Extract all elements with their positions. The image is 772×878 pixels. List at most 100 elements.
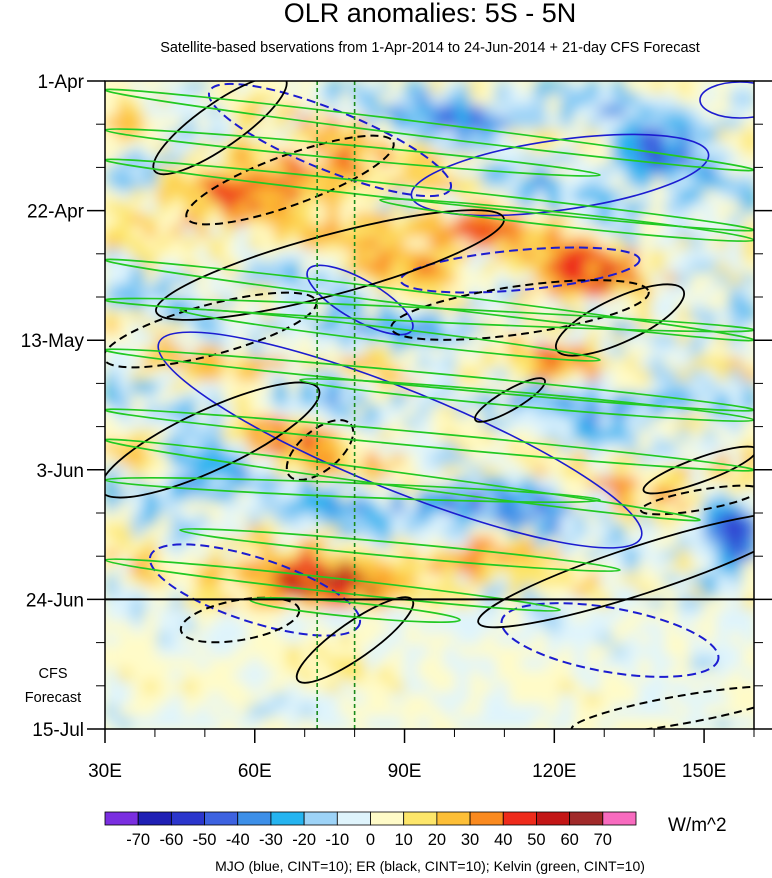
heatmap-cell bbox=[625, 573, 639, 586]
heatmap-cell bbox=[625, 429, 639, 442]
heatmap-cell bbox=[222, 705, 236, 718]
heatmap-cell bbox=[248, 81, 262, 94]
heatmap-cell bbox=[599, 141, 613, 154]
heatmap-cell bbox=[651, 621, 665, 634]
heatmap-cell bbox=[118, 393, 132, 406]
heatmap-cell bbox=[378, 537, 392, 550]
heatmap-cell bbox=[430, 669, 444, 682]
heatmap-cell bbox=[404, 669, 418, 682]
heatmap-cell bbox=[196, 705, 210, 718]
heatmap-cell bbox=[105, 381, 119, 394]
heatmap-cell bbox=[625, 585, 639, 598]
heatmap-cell bbox=[482, 477, 496, 490]
heatmap-cell bbox=[157, 153, 171, 166]
heatmap-cell bbox=[664, 345, 678, 358]
heatmap-cell bbox=[456, 345, 470, 358]
heatmap-cell bbox=[638, 645, 652, 658]
heatmap-cell bbox=[638, 477, 652, 490]
heatmap-cell bbox=[443, 669, 457, 682]
heatmap-cell bbox=[742, 249, 754, 262]
colorbar-units: W/m^2 bbox=[668, 815, 727, 836]
heatmap-cell bbox=[560, 81, 574, 94]
heatmap-cell bbox=[664, 669, 678, 682]
heatmap-cell bbox=[729, 453, 743, 466]
heatmap-cell bbox=[716, 189, 730, 202]
heatmap-cell bbox=[560, 273, 574, 286]
heatmap-cell bbox=[300, 717, 314, 729]
heatmap-cell bbox=[326, 717, 340, 729]
heatmap-cell bbox=[222, 201, 236, 214]
heatmap-cell bbox=[612, 177, 626, 190]
heatmap-cell bbox=[365, 549, 379, 562]
heatmap-cell bbox=[157, 645, 171, 658]
heatmap-cell bbox=[742, 81, 754, 94]
heatmap-cell bbox=[534, 645, 548, 658]
heatmap-cell bbox=[300, 405, 314, 418]
heatmap-cell bbox=[313, 81, 327, 94]
heatmap-cell bbox=[638, 573, 652, 586]
heatmap-cell bbox=[651, 261, 665, 274]
heatmap-cell bbox=[378, 705, 392, 718]
heatmap-cell bbox=[430, 717, 444, 729]
heatmap-cell bbox=[651, 705, 665, 718]
heatmap-cell bbox=[469, 81, 483, 94]
heatmap-cell bbox=[105, 189, 119, 202]
colorbar-label: 40 bbox=[494, 831, 512, 849]
heatmap-cell bbox=[573, 117, 587, 130]
heatmap-cell bbox=[677, 141, 691, 154]
heatmap-cell bbox=[339, 417, 353, 430]
heatmap-cell bbox=[716, 645, 730, 658]
heatmap-cell bbox=[313, 249, 327, 262]
heatmap-cell bbox=[404, 93, 418, 106]
heatmap-cell bbox=[378, 345, 392, 358]
heatmap-cell bbox=[651, 93, 665, 106]
heatmap-cell bbox=[248, 549, 262, 562]
heatmap-cell bbox=[209, 225, 223, 238]
heatmap-cell bbox=[352, 489, 366, 502]
heatmap-cell bbox=[599, 537, 613, 550]
heatmap-cell bbox=[131, 417, 145, 430]
heatmap-cell bbox=[105, 621, 119, 634]
heatmap-cell bbox=[443, 417, 457, 430]
heatmap-cell bbox=[235, 657, 249, 670]
heatmap-cell bbox=[157, 489, 171, 502]
heatmap-cell bbox=[183, 693, 197, 706]
heatmap-cell bbox=[716, 693, 730, 706]
heatmap-cell bbox=[729, 273, 743, 286]
heatmap-cell bbox=[430, 573, 444, 586]
heatmap-cell bbox=[170, 525, 184, 538]
heatmap-cell bbox=[573, 693, 587, 706]
heatmap-cell bbox=[235, 237, 249, 250]
heatmap-cell bbox=[196, 609, 210, 622]
heatmap-cell bbox=[729, 213, 743, 226]
heatmap-cell bbox=[352, 705, 366, 718]
heatmap-cell bbox=[534, 549, 548, 562]
heatmap-cell bbox=[365, 405, 379, 418]
heatmap-cell bbox=[235, 501, 249, 514]
heatmap-cell bbox=[274, 585, 288, 598]
heatmap-cell bbox=[300, 393, 314, 406]
heatmap-cell bbox=[131, 705, 145, 718]
heatmap-cell bbox=[430, 321, 444, 334]
heatmap-cell bbox=[677, 585, 691, 598]
heatmap-cell bbox=[339, 213, 353, 226]
heatmap-cell bbox=[729, 693, 743, 706]
heatmap-cell bbox=[144, 201, 158, 214]
heatmap-cell bbox=[287, 369, 301, 382]
kelvin-contour bbox=[105, 438, 701, 522]
heatmap-cell bbox=[144, 693, 158, 706]
heatmap-cell bbox=[196, 177, 210, 190]
heatmap-cell bbox=[534, 93, 548, 106]
heatmap-cell bbox=[443, 681, 457, 694]
heatmap-cell bbox=[742, 657, 754, 670]
heatmap-cell bbox=[469, 273, 483, 286]
heatmap-cell bbox=[716, 657, 730, 670]
heatmap-cell bbox=[521, 237, 535, 250]
heatmap-cell bbox=[157, 453, 171, 466]
heatmap-cell bbox=[456, 561, 470, 574]
heatmap-cell bbox=[417, 165, 431, 178]
heatmap-cell bbox=[729, 477, 743, 490]
heatmap-cell bbox=[690, 657, 704, 670]
heatmap-cell bbox=[469, 681, 483, 694]
heatmap-cell bbox=[430, 225, 444, 238]
